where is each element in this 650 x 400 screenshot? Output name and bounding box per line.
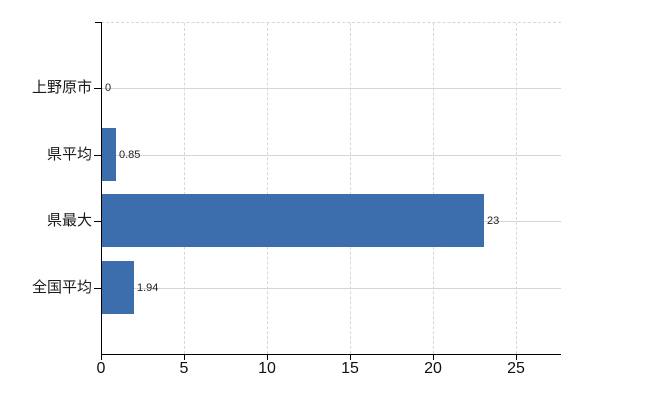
v-gridline [184,23,185,354]
y-tick [94,155,101,156]
y-tick [94,88,101,89]
bar [102,128,116,181]
v-gridline [516,23,517,354]
bar [102,194,484,247]
h-gridline [102,88,561,89]
category-label: 上野原市 [31,79,92,96]
x-tick [101,355,102,360]
x-tick-label: 25 [507,360,525,377]
v-gridline [433,23,434,354]
x-axis [101,354,561,355]
x-tick [516,355,517,360]
x-tick-label: 20 [424,360,442,377]
x-tick-label: 15 [341,360,359,377]
v-gridline [267,23,268,354]
h-gridline [102,155,561,156]
bar [102,261,134,314]
category-label: 県最大 [46,212,92,229]
x-tick-label: 0 [96,360,106,377]
v-gridline [350,23,351,354]
y-axis [101,22,102,354]
category-label: 全国平均 [31,279,92,296]
y-tick [94,288,101,289]
y-axis-end-tick [95,22,101,23]
y-tick [94,221,101,222]
x-tick [350,355,351,360]
category-label: 県平均 [46,146,92,163]
value-label: 1.94 [137,282,159,294]
value-label: 23 [487,215,500,227]
x-tick-label: 5 [179,360,189,377]
plot-top-border [101,22,561,23]
value-label: 0.85 [119,149,141,161]
x-tick-label: 10 [258,360,276,377]
h-gridline [102,288,561,289]
value-label: 0 [105,82,112,94]
x-tick [433,355,434,360]
x-tick [267,355,268,360]
x-tick [184,355,185,360]
